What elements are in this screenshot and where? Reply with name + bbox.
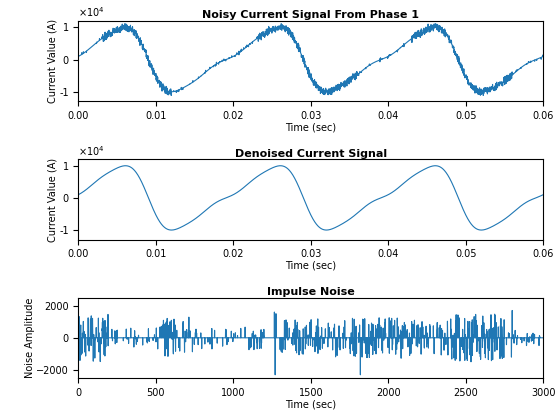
Title: Impulse Noise: Impulse Noise <box>267 287 354 297</box>
Title: Noisy Current Signal From Phase 1: Noisy Current Signal From Phase 1 <box>202 10 419 20</box>
Title: Denoised Current Signal: Denoised Current Signal <box>235 149 387 158</box>
Y-axis label: Noise Amplitude: Noise Amplitude <box>25 298 35 378</box>
Text: $\times10^4$: $\times10^4$ <box>78 5 105 19</box>
Text: $\times10^4$: $\times10^4$ <box>78 144 105 158</box>
Y-axis label: Current Value (A): Current Value (A) <box>48 158 58 242</box>
X-axis label: Time (sec): Time (sec) <box>285 123 337 133</box>
X-axis label: Time (sec): Time (sec) <box>285 261 337 271</box>
X-axis label: Time (sec): Time (sec) <box>285 399 337 409</box>
Y-axis label: Current Value (A): Current Value (A) <box>48 19 58 103</box>
